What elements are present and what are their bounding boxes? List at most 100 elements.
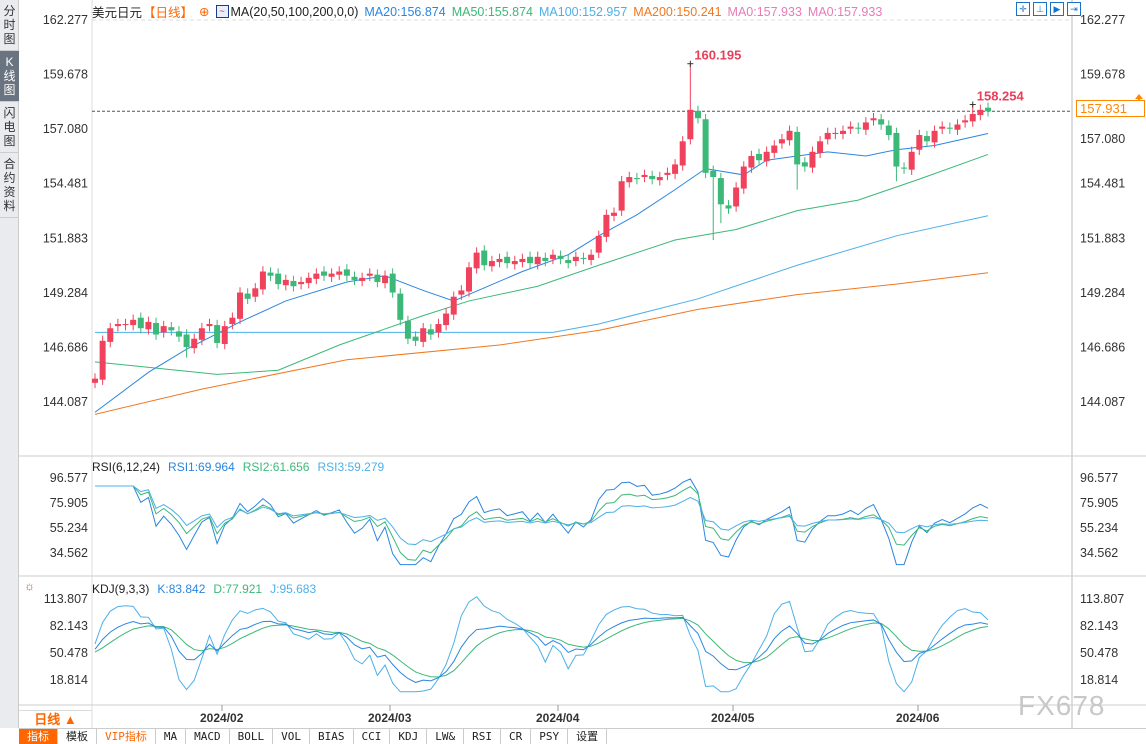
candle-body [679,141,686,166]
candle-body [313,273,320,279]
kdj-title: KDJ(9,3,3) [92,582,150,596]
candle-body [847,126,854,129]
candle-body [443,313,450,326]
candle-body [168,327,175,331]
zoom-vertical-icon[interactable]: ⊥ [1033,2,1047,16]
candle-body [740,166,747,189]
candle-body [725,205,732,209]
candle-body [351,276,358,280]
crosshair-tool-icon[interactable]: ✛ [1016,2,1030,16]
kdj-axis-label: 50.478 [50,646,88,660]
candle-body [611,212,618,216]
rsi3-value: RSI3:59.279 [317,460,385,474]
price-axis-label: 157.080 [43,122,88,136]
candle-body [580,257,587,259]
candle-body [267,272,274,276]
zoom-horizontal-icon[interactable]: ▶ [1050,2,1064,16]
kdj-legend: KDJ(9,3,3) K:83.842 D:77.921 J:95.683 [92,582,316,596]
candle-body [145,321,152,330]
candle-body [855,127,862,129]
rsi-axis-label: 55.234 [1080,521,1118,535]
kdj-k-value: K:83.842 [157,582,206,596]
indicator-rsi[interactable]: RSI [464,729,501,744]
candle-body [259,271,266,290]
candle-body [359,277,366,281]
kdj-settings-icon[interactable]: ☼ [24,579,35,593]
price-axis-label: 162.277 [1080,13,1125,27]
candle-body [137,317,144,329]
price-axis-label: 149.284 [43,286,88,300]
candle-body [382,275,389,284]
indicator-kdj[interactable]: KDJ [390,729,428,744]
time-label: 2024/05 [711,711,755,725]
candle-body [694,110,701,119]
crosshair-icon[interactable]: ⊕ [199,5,210,19]
kdj-d-line [94,617,989,678]
candle-body [962,120,969,123]
candle-body [832,132,839,134]
price-axis-label: 159.678 [1080,68,1125,82]
sidebar-tab-kline[interactable]: K线图 [0,51,19,102]
indicator-bias[interactable]: BIAS [310,729,354,744]
indicator-cr[interactable]: CR [501,729,532,744]
tab-templates[interactable]: 模板 [58,729,97,744]
indicator-cci[interactable]: CCI [354,729,391,744]
ma50-line [94,153,989,375]
sidebar-tab-flash[interactable]: 闪电图 [0,102,19,153]
time-label: 2024/04 [536,711,580,725]
sidebar-tab-contract-info[interactable]: 合约资料 [0,153,19,218]
candle-body [908,151,915,170]
ma-indicator-icon[interactable]: ~ [215,5,229,18]
ma0-value: MA0:157.933 [727,4,802,19]
candle-body [939,126,946,129]
candle-body [595,235,602,253]
ma20-line [94,132,989,413]
rsi-axis-label: 34.562 [1080,546,1118,560]
time-label: 2024/02 [200,711,244,725]
candle-body [542,257,549,262]
period-selector[interactable]: 日线 ▲ [19,710,92,728]
kdj-axis-label: 18.814 [50,673,88,687]
candle-body [328,273,335,277]
candle-body [496,258,503,263]
candle-body [481,250,488,266]
indicator-lwr[interactable]: LW& [427,729,465,744]
candle-body [275,273,282,285]
ma50-value: MA50:155.874 [451,4,534,19]
candle-body [153,322,160,335]
indicator-ma[interactable]: MA [156,729,187,744]
candle-body [412,336,419,341]
candle-body [977,109,984,116]
candle-body [649,175,656,180]
candle-body [557,255,564,259]
settings-button[interactable]: 设置 [568,729,608,744]
candle-body [839,130,846,134]
candle-body [527,256,534,264]
candle-body [450,296,457,315]
price-axis-label: 154.481 [1080,177,1125,191]
price-axis-label: 146.686 [43,340,88,354]
tab-vip-indicators[interactable]: VIP指标 [97,729,156,744]
sidebar-tab-timeshare[interactable]: 分时图 [0,0,19,51]
indicator-macd[interactable]: MACD [186,729,230,744]
rsi1-value: RSI1:69.964 [168,460,235,474]
candle-body [763,151,770,162]
sidebar: 分时图 K线图 闪电图 合约资料 [0,0,19,728]
indicator-boll[interactable]: BOLL [230,729,274,744]
candle-body [771,145,778,153]
candle-body [130,319,137,326]
candle-body [534,256,541,265]
candle-body [404,320,411,339]
candle-body [969,114,976,122]
candle-body [435,324,442,333]
rsi-axis-label: 96.577 [50,471,88,485]
candle-body [237,292,244,319]
indicator-psy[interactable]: PSY [531,729,569,744]
candle-body [374,274,381,283]
tab-indicators[interactable]: 指标 [19,729,58,744]
price-axis-label: 154.481 [43,177,88,191]
jump-latest-icon[interactable]: ⇥ [1067,2,1081,16]
indicator-vol[interactable]: VOL [273,729,310,744]
candle-body [870,118,877,121]
